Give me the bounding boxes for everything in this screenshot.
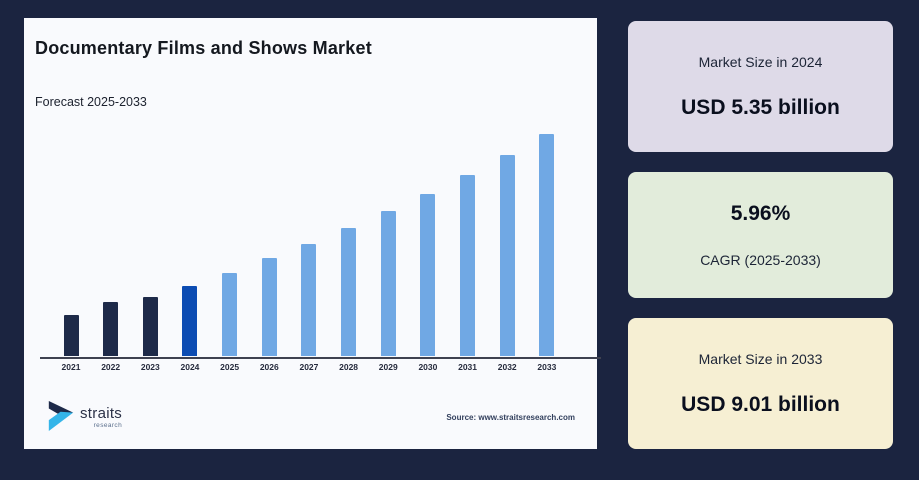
card-label: Market Size in 2024 — [698, 53, 823, 70]
x-tick-label: 2031 — [458, 362, 478, 372]
x-tick-label: 2029 — [378, 362, 398, 372]
bar-column-2032: 2032 — [488, 155, 526, 372]
stat-cards: Market Size in 2024 USD 5.35 billion 5.9… — [628, 21, 893, 449]
market-size-2024-card: Market Size in 2024 USD 5.35 billion — [628, 21, 893, 152]
bar-chart: 2021 2022 2023 2024 2025 2026 2027 2028 2029 2030… — [52, 134, 566, 372]
bar-2029 — [380, 211, 396, 356]
bar-column-2028: 2028 — [330, 228, 368, 372]
bar-column-2031: 2031 — [449, 175, 487, 372]
bar-column-2023: 2023 — [131, 297, 169, 372]
bar-2028 — [341, 228, 357, 356]
logo-sub: research — [93, 422, 123, 429]
bar-2026 — [261, 258, 277, 356]
bar-2033 — [539, 134, 555, 356]
bar-column-2029: 2029 — [369, 211, 407, 372]
bar-column-2026: 2026 — [250, 258, 288, 372]
card-label: CAGR (2025-2033) — [700, 252, 821, 268]
card-value: USD 5.35 billion — [681, 95, 840, 119]
bar-2025 — [222, 273, 238, 356]
x-tick-label: 2032 — [497, 362, 517, 372]
bar-2022 — [103, 302, 119, 356]
x-tick-label: 2026 — [259, 362, 279, 372]
bar-2032 — [499, 155, 515, 356]
market-size-2033-card: Market Size in 2033 USD 9.01 billion — [628, 318, 893, 449]
bar-2027 — [301, 244, 317, 356]
logo-text: straits research — [80, 406, 122, 429]
chart-subtitle: Forecast 2025-2033 — [35, 95, 147, 109]
x-tick-label: 2027 — [299, 362, 319, 372]
x-tick-label: 2023 — [140, 362, 160, 372]
bar-column-2030: 2030 — [409, 194, 447, 372]
bar-column-2033: 2033 — [528, 134, 566, 372]
straits-research-logo: straits research — [46, 396, 122, 439]
chart-panel: Documentary Films and Shows Market Forec… — [24, 18, 601, 449]
x-tick-label: 2025 — [220, 362, 240, 372]
x-tick-label: 2033 — [537, 362, 557, 372]
bar-column-2027: 2027 — [290, 244, 328, 372]
bar-2030 — [420, 194, 436, 356]
bar-2024 — [182, 286, 198, 356]
bar-column-2024: 2024 — [171, 286, 209, 372]
x-tick-label: 2024 — [180, 362, 200, 372]
bar-column-2022: 2022 — [92, 302, 130, 372]
bar-column-2021: 2021 — [52, 315, 90, 372]
bar-2023 — [142, 297, 158, 356]
bar-column-2025: 2025 — [211, 273, 249, 372]
card-value: USD 9.01 billion — [681, 392, 840, 416]
bar-2031 — [460, 175, 476, 356]
x-tick-label: 2030 — [418, 362, 438, 372]
card-value: 5.96% — [730, 202, 791, 225]
card-label: Market Size in 2033 — [698, 350, 823, 367]
bar-2021 — [63, 315, 79, 356]
x-axis-line — [40, 356, 601, 359]
x-tick-label: 2028 — [339, 362, 359, 372]
chart-title: Documentary Films and Shows Market — [35, 38, 372, 58]
straits-logo-icon — [46, 396, 76, 439]
x-tick-label: 2021 — [61, 362, 81, 372]
logo-name: straits — [80, 405, 123, 422]
source-note: Source: www.straitsresearch.com — [446, 413, 575, 422]
cagr-card: 5.96% CAGR (2025-2033) — [628, 172, 893, 298]
x-tick-label: 2022 — [101, 362, 121, 372]
